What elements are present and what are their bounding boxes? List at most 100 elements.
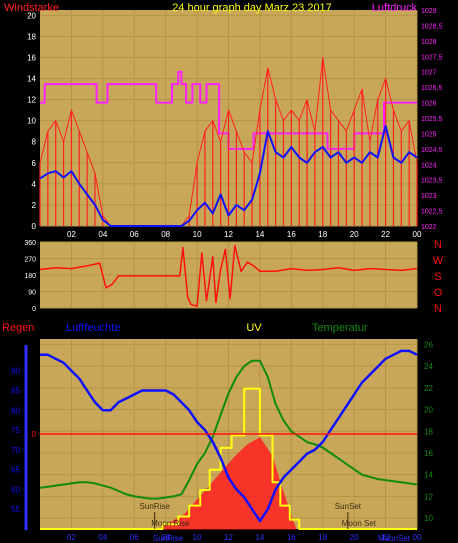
pressure-y-tick: 1029 bbox=[421, 8, 437, 15]
climate-chart: SunRise Moon Rise SunSet Moon Set 55 60 65 70 7… bbox=[2, 322, 433, 543]
pressure-y-tick: 1024 bbox=[421, 162, 437, 169]
climate-x-tick: 22 bbox=[381, 533, 390, 542]
wind-x-tick: 22 bbox=[381, 230, 390, 239]
sun-moon-events: SunRise Moon Rise SunSet Moon Set bbox=[140, 502, 377, 529]
pressure-y-tick: 1026 bbox=[421, 101, 437, 108]
temperature-y-tick: 14 bbox=[424, 471, 433, 480]
humidity-y-tick: 60 bbox=[11, 485, 20, 494]
temperature-y-axis-labels: 10 12 14 16 18 20 22 24 26 bbox=[424, 340, 433, 523]
humidity-axis-title: Luftfeuchte bbox=[66, 322, 120, 334]
sunset-marker-label: SunSet bbox=[335, 502, 362, 511]
wind-x-tick: 16 bbox=[287, 230, 296, 239]
wind-x-tick: 04 bbox=[98, 230, 107, 239]
humidity-y-tick: 70 bbox=[11, 446, 20, 455]
pressure-y-tick: 1022,5 bbox=[421, 209, 443, 216]
direction-y-tick: 360 bbox=[24, 240, 36, 247]
humidity-y-tick: 90 bbox=[11, 367, 20, 376]
wind-gust-series bbox=[39, 56, 418, 227]
climate-x-tick: 10 bbox=[193, 533, 202, 542]
pressure-y-tick: 1027 bbox=[421, 70, 437, 77]
temperature-series bbox=[39, 359, 418, 500]
wind-y-tick: 14 bbox=[27, 74, 36, 83]
climate-x-tick: 00 bbox=[413, 533, 422, 542]
rain-axis-title: Regen bbox=[2, 322, 34, 334]
direction-y-tick: 90 bbox=[28, 290, 36, 297]
wind-direction-line bbox=[39, 244, 418, 307]
humidity-y-tick: 55 bbox=[11, 505, 20, 514]
climate-x-tick: 04 bbox=[98, 533, 107, 542]
moonrise-marker-label: Moon Rise bbox=[151, 519, 190, 528]
pressure-y-tick: 1022 bbox=[421, 224, 437, 231]
pressure-y-tick: 1028 bbox=[421, 39, 437, 46]
pressure-y-tick: 1025,5 bbox=[421, 116, 443, 123]
wind-x-tick: 14 bbox=[255, 230, 264, 239]
humidity-y-tick: 65 bbox=[11, 466, 20, 475]
compass-letter: O bbox=[434, 287, 443, 299]
wind-y-tick: 6 bbox=[32, 159, 37, 168]
wind-y-tick: 18 bbox=[27, 32, 36, 41]
compass-letter: N bbox=[434, 303, 442, 315]
pressure-y-tick: 1023,5 bbox=[421, 178, 443, 185]
temperature-y-tick: 24 bbox=[424, 362, 433, 371]
compass-letter: S bbox=[434, 271, 441, 283]
temperature-line bbox=[39, 359, 418, 500]
compass-letter: N bbox=[434, 239, 442, 251]
wind-y-tick: 2 bbox=[32, 201, 37, 210]
climate-x-axis-labels: 02 04 06 08 10 12 14 16 18 20 22 00 bbox=[67, 533, 422, 542]
wind-y-tick: 10 bbox=[27, 117, 36, 126]
temperature-y-tick: 10 bbox=[424, 514, 433, 523]
pressure-axis-title: Luftdruck bbox=[372, 2, 418, 14]
wind-direction-series bbox=[39, 244, 418, 307]
temperature-y-tick: 18 bbox=[424, 427, 433, 436]
wind-y-axis-labels: 0 2 4 6 8 10 12 14 16 18 20 bbox=[27, 11, 36, 231]
wind-y-tick: 12 bbox=[27, 96, 36, 105]
wind-y-tick: 8 bbox=[32, 138, 37, 147]
pressure-y-tick: 1025 bbox=[421, 131, 437, 138]
rain-y-axis-labels: 0 bbox=[32, 430, 37, 439]
pressure-y-tick: 1024,5 bbox=[421, 147, 443, 154]
wind-y-tick: 4 bbox=[32, 180, 37, 189]
rain-y-tick: 0 bbox=[32, 430, 37, 439]
wind-average-line bbox=[39, 124, 418, 227]
pressure-y-tick: 1027,5 bbox=[421, 54, 443, 61]
temperature-axis-title: Temperatur bbox=[312, 322, 368, 334]
wind-y-tick: 0 bbox=[32, 222, 37, 231]
direction-y-tick: 180 bbox=[24, 273, 36, 280]
pressure-y-tick: 1028,5 bbox=[421, 23, 443, 30]
direction-y-axis-labels: 0 90 180 270 360 bbox=[24, 240, 36, 313]
wind-axis-title: Windstarke bbox=[4, 2, 59, 14]
climate-x-tick: 02 bbox=[67, 533, 76, 542]
uv-series bbox=[40, 387, 417, 530]
pressure-y-tick: 1026,5 bbox=[421, 85, 443, 92]
temperature-y-tick: 22 bbox=[424, 384, 433, 393]
wind-y-tick: 16 bbox=[27, 53, 36, 62]
wind-x-tick: 02 bbox=[67, 230, 76, 239]
humidity-y-tick: 75 bbox=[11, 426, 20, 435]
temperature-y-tick: 20 bbox=[424, 406, 433, 415]
humidity-y-tick: 85 bbox=[11, 386, 20, 395]
wind-x-tick: 20 bbox=[350, 230, 359, 239]
climate-x-tick: 06 bbox=[130, 533, 139, 542]
wind-x-tick: 08 bbox=[161, 230, 170, 239]
climate-x-tick: 14 bbox=[255, 533, 264, 542]
direction-y-tick: 270 bbox=[24, 257, 36, 264]
climate-x-tick: 16 bbox=[287, 533, 296, 542]
sunrise-axis-label: SunRise bbox=[153, 534, 184, 543]
temperature-y-tick: 26 bbox=[424, 340, 433, 349]
wind-x-tick: 10 bbox=[193, 230, 202, 239]
wind-x-tick: 18 bbox=[318, 230, 327, 239]
pressure-y-axis-labels: 1022 1022,5 1023 1023,5 1024 1024,5 1025 1025,5… bbox=[421, 8, 443, 231]
temperature-y-tick: 12 bbox=[424, 492, 433, 501]
uv-line bbox=[40, 387, 417, 530]
uv-axis-title: UV bbox=[246, 322, 262, 334]
humidity-line bbox=[40, 349, 418, 523]
wind-y-tick: 20 bbox=[27, 11, 36, 20]
compass-letter: W bbox=[433, 255, 444, 267]
direction-y-tick: 0 bbox=[32, 306, 36, 313]
moonset-marker-label: Moon Set bbox=[342, 519, 377, 528]
wind-x-tick: 00 bbox=[413, 230, 422, 239]
